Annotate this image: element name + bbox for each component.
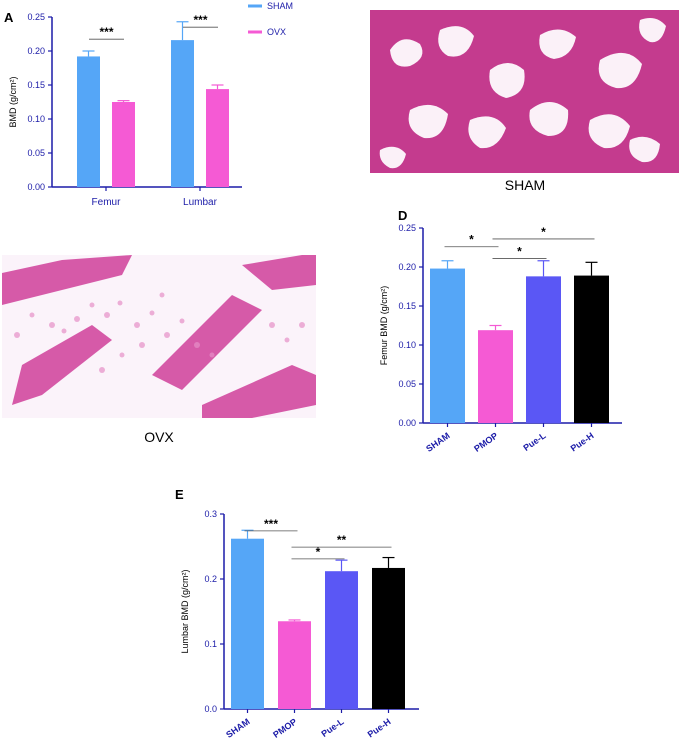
chart-e-bar-pue-h: [372, 567, 405, 709]
chart-a-lumbar-significance-label: ***: [193, 13, 207, 27]
chart-d-y-tick-label: 0.00: [398, 418, 416, 428]
chart-d-sham-pmop-significance-label: *: [469, 233, 474, 247]
chart-a-x-tick-label: Femur: [92, 197, 122, 208]
panel-label-d: D: [398, 208, 408, 223]
chart-a-y-tick-label: 0.20: [27, 46, 45, 56]
chart-a-bar-femur-sham: [77, 56, 100, 187]
chart-d-bar-pue-h: [574, 275, 609, 423]
chart-a-bar-lumbar-ovx: [206, 89, 229, 187]
panel-label-e: E: [175, 487, 184, 502]
chart-e-x-tick-label: Pue-L: [319, 716, 346, 739]
chart-a-femur-significance-label: ***: [99, 25, 113, 39]
chart-a-legend-label-ovx: OVX: [267, 27, 286, 37]
chart-a-y-tick-label: 0.00: [27, 182, 45, 192]
chart-d-femur-bmd: 0.00 0.05 0.10 0.15 0.20 0.25 Femur BMD (g/cm²…: [379, 223, 622, 454]
chart-e-y-tick-label: 0.3: [204, 509, 217, 519]
chart-e-x-tick-label: PMOP: [271, 716, 298, 739]
chart-e-bar-sham: [231, 538, 264, 709]
chart-a-y-axis-label: BMD (g/cm²): [8, 77, 18, 128]
chart-d-bar-pue-l: [526, 276, 561, 423]
chart-d-x-tick-label: Pue-H: [569, 430, 596, 453]
chart-a-y-tick-label: 0.15: [27, 80, 45, 90]
chart-e-y-tick-label: 0.2: [204, 574, 217, 584]
chart-a-y-tick-label: 0.25: [27, 12, 45, 22]
chart-e-x-tick-label: SHAM: [224, 716, 251, 739]
chart-e-lumbar-bmd: 0.0 0.1 0.2 0.3 Lumbar BMD (g/cm²) SHAM PMOP Pu…: [180, 509, 419, 740]
chart-a-y-tick-label: 0.10: [27, 114, 45, 124]
chart-e-y-tick-label: 0.0: [204, 704, 217, 714]
caption-sham: SHAM: [504, 177, 546, 193]
chart-d-y-tick-label: 0.05: [398, 379, 416, 389]
chart-d-x-tick-label: SHAM: [424, 430, 451, 453]
chart-e-pmop-pue-l-significance-label: *: [316, 545, 321, 559]
chart-e-x-tick-label: Pue-H: [366, 716, 393, 739]
chart-d-y-tick-label: 0.25: [398, 223, 416, 233]
chart-e-bar-pmop: [278, 621, 311, 709]
chart-e-pmop-pue-h-significance-label: **: [337, 533, 347, 547]
histology-image-sham: [370, 10, 679, 173]
chart-e-bar-pue-l: [325, 571, 358, 709]
chart-d-y-tick-label: 0.20: [398, 262, 416, 272]
chart-d-y-tick-label: 0.15: [398, 301, 416, 311]
chart-d-y-tick-label: 0.10: [398, 340, 416, 350]
chart-e-y-axis-label: Lumbar BMD (g/cm²): [180, 569, 190, 653]
histology-image-ovx: [2, 255, 316, 418]
chart-d-bar-sham: [430, 268, 465, 423]
chart-d-x-tick-label: PMOP: [472, 430, 499, 453]
chart-d-pmop-pue-h-significance-label: *: [541, 225, 546, 239]
chart-a-x-tick-label: Lumbar: [183, 197, 218, 208]
chart-d-y-axis-label: Femur BMD (g/cm²): [379, 286, 389, 366]
chart-a-bar-femur-ovx: [112, 102, 135, 187]
chart-e-sham-pmop-significance-label: ***: [264, 517, 278, 531]
chart-d-x-tick-label: Pue-L: [521, 430, 548, 453]
chart-a-legend-label-sham: SHAM: [267, 1, 293, 11]
panel-label-a: A: [4, 10, 14, 25]
chart-d-bar-pmop: [478, 330, 513, 423]
chart-a-y-tick-label: 0.05: [27, 148, 45, 158]
caption-ovx: OVX: [144, 429, 174, 445]
chart-e-y-tick-label: 0.1: [204, 639, 217, 649]
chart-a-bar-lumbar-sham: [171, 40, 194, 188]
chart-d-pmop-pue-l-significance-label: *: [517, 244, 522, 258]
chart-a-bmd: 0.00 0.05 0.10 0.15 0.20 0.25 BMD (g/cm²) Femur…: [8, 1, 293, 208]
